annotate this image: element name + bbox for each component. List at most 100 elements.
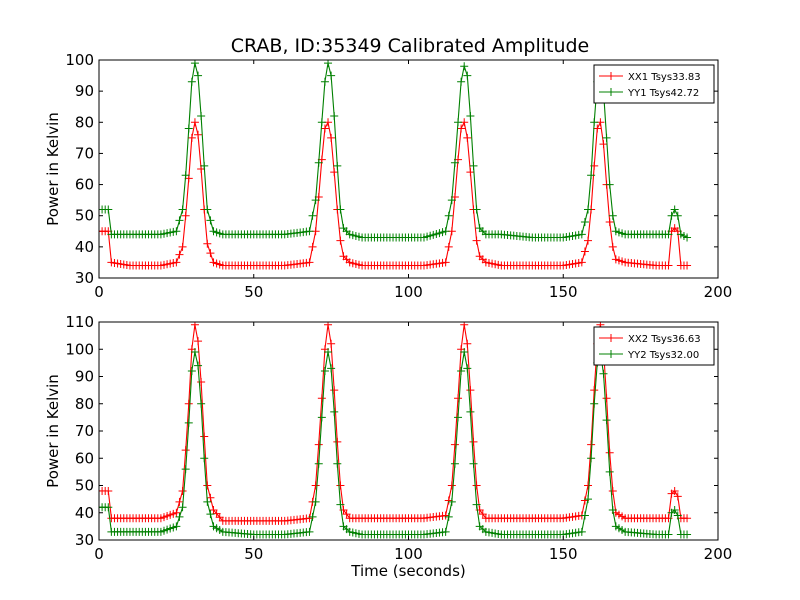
- y-tick-label: 70: [75, 144, 94, 162]
- data-point-marker: [673, 492, 682, 501]
- data-point-marker: [454, 413, 463, 422]
- data-point-marker: [308, 211, 317, 220]
- data-point-marker: [469, 459, 478, 468]
- y-tick-label: 90: [75, 368, 94, 386]
- data-point-marker: [584, 481, 593, 490]
- data-point-marker: [444, 512, 453, 521]
- data-point-marker: [463, 339, 472, 348]
- y-tick-label: 40: [75, 504, 94, 522]
- data-point-marker: [308, 242, 317, 251]
- series-2: [99, 347, 692, 539]
- data-point-marker: [590, 118, 599, 127]
- chart-title: CRAB, ID:35349 Calibrated Amplitude: [231, 35, 590, 57]
- data-point-marker: [305, 227, 314, 236]
- data-point-marker: [441, 227, 450, 236]
- data-point-marker: [605, 180, 614, 189]
- y-tick-label: 50: [75, 207, 94, 225]
- data-point-marker: [605, 448, 614, 457]
- data-point-marker: [584, 236, 593, 245]
- data-point-marker: [683, 514, 692, 523]
- data-point-marker: [602, 394, 611, 403]
- data-point-marker: [178, 205, 187, 214]
- x-tick-label: 150: [549, 545, 578, 563]
- data-point-marker: [333, 459, 342, 468]
- data-point-marker: [466, 168, 475, 177]
- y-axis-label: Power in Kelvin: [44, 374, 62, 488]
- legend-label: XX2 Tsys36.63: [628, 334, 701, 345]
- data-point-marker: [670, 205, 679, 214]
- data-point-marker: [466, 407, 475, 416]
- data-point-marker: [311, 481, 320, 490]
- y-tick-label: 90: [75, 82, 94, 100]
- data-point-marker: [194, 361, 203, 370]
- data-point-marker: [317, 413, 326, 422]
- data-point-marker: [197, 377, 206, 386]
- data-point-marker: [172, 258, 181, 267]
- series-1: [99, 322, 692, 525]
- data-point-marker: [194, 337, 203, 346]
- data-point-marker: [457, 77, 466, 86]
- data-point-marker: [181, 211, 190, 220]
- data-point-marker: [330, 407, 339, 416]
- data-point-marker: [330, 168, 339, 177]
- y-tick-label: 60: [75, 176, 94, 194]
- data-point-marker: [608, 211, 617, 220]
- y-tick-label: 70: [75, 422, 94, 440]
- data-point-marker: [469, 161, 478, 170]
- data-point-marker: [172, 227, 181, 236]
- data-point-marker: [197, 399, 206, 408]
- data-point-marker: [104, 205, 113, 214]
- y-tick-label: 60: [75, 449, 94, 467]
- data-point-marker: [463, 364, 472, 373]
- x-tick-label: 50: [244, 283, 263, 301]
- data-point-marker: [444, 242, 453, 251]
- data-point-marker: [602, 416, 611, 425]
- data-point-marker: [457, 367, 466, 376]
- data-point-marker: [327, 71, 336, 80]
- data-point-marker: [683, 530, 692, 539]
- x-tick-label: 200: [704, 283, 733, 301]
- y-tick-label: 40: [75, 238, 94, 256]
- data-point-marker: [206, 510, 215, 519]
- legend-box: [593, 326, 715, 366]
- lower-chart-panel: 0 50 100 150 200 30 40 50 60 70 80 90 100 110 Power in…: [44, 313, 732, 580]
- data-point-marker: [178, 242, 187, 251]
- data-point-marker: [590, 386, 599, 395]
- legend-label: YY1 Tsys42.72: [627, 88, 699, 99]
- data-point-marker: [317, 394, 326, 403]
- data-point-marker: [187, 77, 196, 86]
- data-point-marker: [333, 161, 342, 170]
- data-point-marker: [664, 230, 673, 239]
- data-point-marker: [197, 112, 206, 121]
- data-point-marker: [441, 258, 450, 267]
- data-point-marker: [311, 196, 320, 205]
- data-point-marker: [336, 481, 345, 490]
- data-point-marker: [683, 233, 692, 242]
- data-point-marker: [327, 133, 336, 142]
- data-point-marker: [450, 440, 459, 449]
- data-point-marker: [478, 510, 487, 519]
- data-point-marker: [664, 261, 673, 270]
- data-point-marker: [314, 440, 323, 449]
- data-point-marker: [203, 497, 212, 506]
- data-point-marker: [206, 249, 215, 258]
- data-point-marker: [577, 230, 586, 239]
- series-2: [99, 60, 692, 242]
- x-tick-label: 50: [244, 545, 263, 563]
- data-point-marker: [175, 497, 184, 506]
- data-point-marker: [447, 497, 456, 506]
- y-tick-label: 30: [75, 269, 94, 287]
- y-tick-label: 80: [75, 395, 94, 413]
- data-point-marker: [194, 71, 203, 80]
- data-point-marker: [469, 437, 478, 446]
- data-point-marker: [327, 364, 336, 373]
- x-tick-label: 200: [704, 545, 733, 563]
- data-point-marker: [314, 459, 323, 468]
- data-point-marker: [206, 493, 215, 502]
- data-point-marker: [587, 454, 596, 463]
- data-point-marker: [200, 432, 209, 441]
- data-point-marker: [608, 506, 617, 515]
- data-point-marker: [203, 205, 212, 214]
- data-point-marker: [454, 118, 463, 127]
- data-point-marker: [670, 506, 679, 515]
